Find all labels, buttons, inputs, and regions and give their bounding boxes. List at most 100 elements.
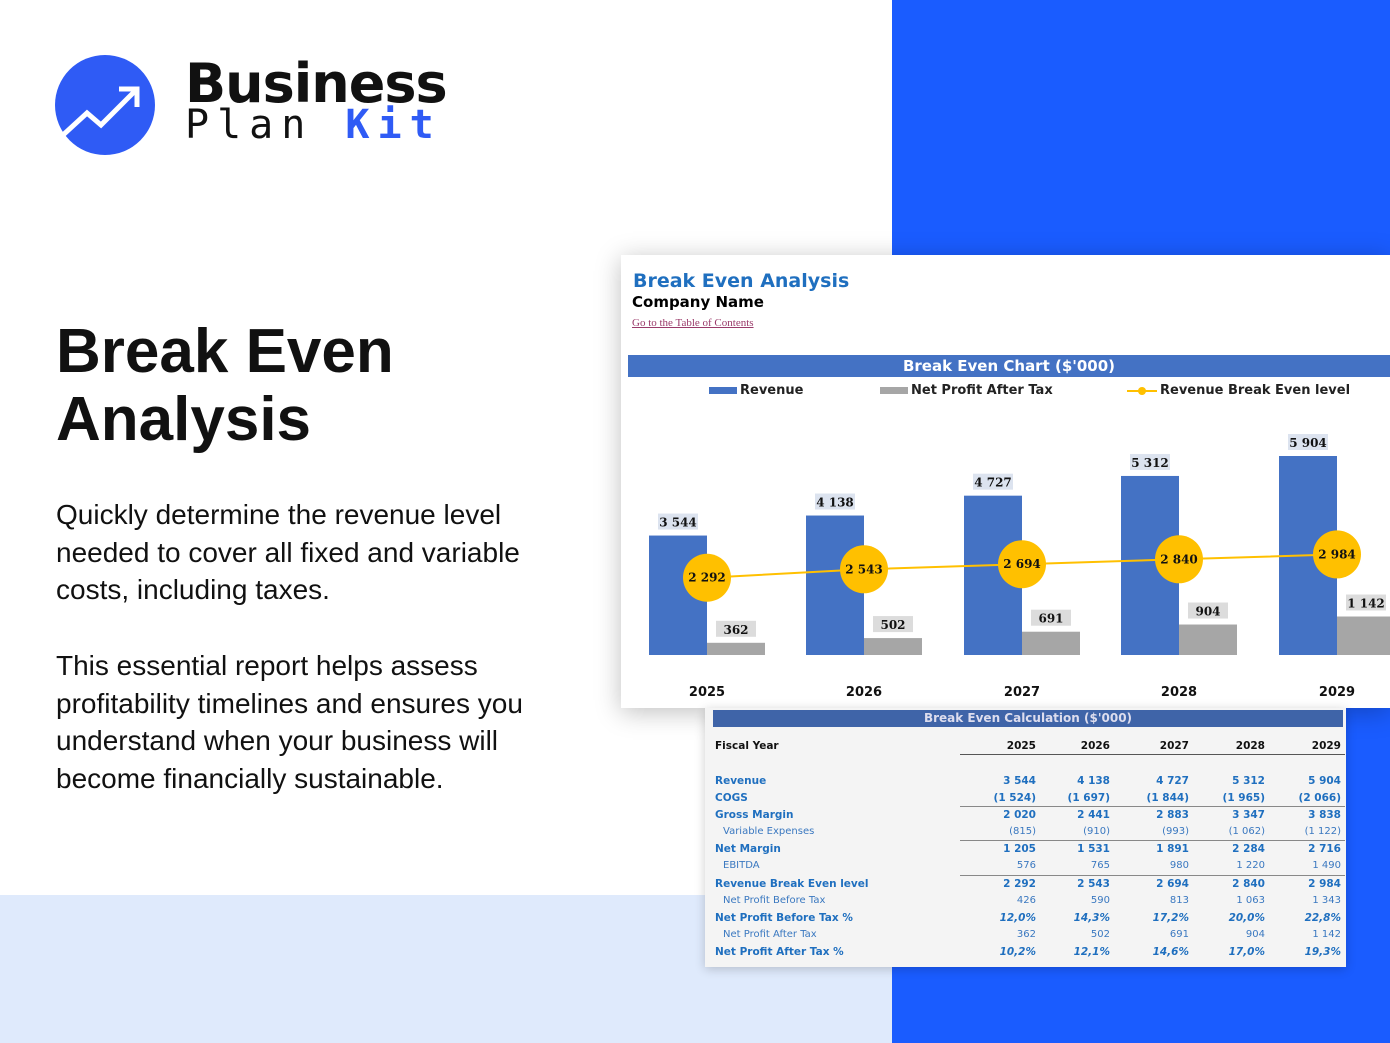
x-tick-label: 2027	[1004, 685, 1040, 700]
revenue-data-label-bg	[973, 473, 1013, 490]
net-profit-bar	[1337, 616, 1390, 655]
revenue-data-label: 5 312	[1131, 456, 1169, 470]
table-cell: 691	[1169, 929, 1189, 940]
row-label: Revenue Break Even level	[715, 878, 869, 890]
table-cell: 5 904	[1308, 775, 1341, 787]
table-cell: 3 544	[1003, 775, 1036, 787]
sheet-title: Break Even Analysis	[633, 270, 850, 292]
table-cell: 3 347	[1232, 809, 1265, 821]
row-label: Net Profit After Tax %	[715, 946, 844, 958]
net-profit-data-label-bg	[716, 620, 756, 637]
net-profit-data-label: 691	[1038, 612, 1063, 626]
revenue-data-label: 5 904	[1289, 436, 1327, 450]
legend-swatch-npat	[880, 387, 908, 394]
chart-title: Break Even Chart ($'000)	[628, 355, 1390, 377]
table-cell: (815)	[1009, 826, 1036, 837]
table-cell: 1 343	[1312, 895, 1341, 906]
legend-line-marker-icon	[1127, 386, 1157, 395]
table-cell: 765	[1090, 860, 1110, 871]
table-cell: 2 840	[1232, 878, 1265, 890]
year-header: 2027	[1159, 740, 1189, 752]
table-cell: 10,2%	[999, 946, 1036, 958]
net-profit-data-label: 362	[723, 623, 748, 637]
table-cell: 1 063	[1236, 895, 1265, 906]
table-cell: 2 020	[1003, 809, 1036, 821]
break-even-data-label: 2 694	[1003, 557, 1041, 571]
break-even-data-label: 2 840	[1160, 552, 1198, 566]
trend-arrow-logo-icon	[55, 55, 155, 155]
x-tick-label: 2025	[689, 685, 725, 700]
x-tick-label: 2029	[1319, 685, 1355, 700]
table-cell: 1 490	[1312, 860, 1341, 871]
table-cell: 2 441	[1077, 809, 1110, 821]
table-cell: 2 284	[1232, 843, 1265, 855]
table-cell: 1 531	[1077, 843, 1110, 855]
hero-title: Break Even Analysis	[56, 318, 394, 454]
revenue-data-label: 3 544	[659, 516, 697, 530]
table-cell: (1 844)	[1146, 792, 1189, 804]
revenue-data-label-bg	[1288, 434, 1328, 450]
company-name: Company Name	[632, 293, 764, 311]
table-cell: 813	[1169, 895, 1189, 906]
legend-revenue: Revenue	[709, 383, 803, 398]
table-cell: 14,6%	[1152, 946, 1189, 958]
table-cell: 2 883	[1156, 809, 1189, 821]
divider	[960, 875, 1345, 876]
table-cell: 3 838	[1308, 809, 1341, 821]
break-even-point	[683, 553, 731, 602]
row-label: Gross Margin	[715, 809, 794, 821]
net-profit-data-label-bg	[873, 616, 913, 633]
table-cell: 2 292	[1003, 878, 1036, 890]
year-header: 2025	[1006, 740, 1036, 752]
legend-breakeven: Revenue Break Even level	[1127, 383, 1350, 398]
hero-paragraph-1: Quickly determine the revenue level need…	[56, 499, 520, 605]
revenue-data-label-bg	[815, 493, 855, 510]
brand-plan: Plan	[185, 102, 346, 148]
row-label: Net Profit Before Tax	[723, 895, 826, 906]
table-cell: 20,0%	[1228, 912, 1265, 924]
legend-label: Revenue	[740, 383, 804, 398]
x-tick-label: 2026	[846, 685, 882, 700]
break-even-point	[840, 545, 888, 594]
row-label: EBITDA	[723, 860, 760, 871]
net-profit-data-label-bg	[1031, 609, 1071, 626]
table-cell: 1 220	[1236, 860, 1265, 871]
hero-paragraph-2: This essential report helps assess profi…	[56, 650, 523, 794]
table-cell: 12,1%	[1073, 946, 1110, 958]
table-cell: 12,0%	[999, 912, 1036, 924]
table-cell: 19,3%	[1304, 946, 1341, 958]
row-label: Variable Expenses	[723, 826, 815, 837]
table-cell: 2 543	[1077, 878, 1110, 890]
hero-title-line1: Break Even	[56, 317, 394, 386]
table-cell: 980	[1169, 860, 1189, 871]
table-cell: 1 205	[1003, 843, 1036, 855]
legend-npat: Net Profit After Tax	[880, 383, 1053, 398]
table-cell: (1 965)	[1222, 792, 1265, 804]
legend-swatch-revenue	[709, 387, 737, 394]
net-profit-bar	[1022, 631, 1080, 655]
net-profit-data-label: 904	[1195, 605, 1220, 619]
table-cell: (1 524)	[993, 792, 1036, 804]
break-even-point	[998, 540, 1046, 589]
fiscal-year-header: Fiscal Year	[715, 740, 779, 752]
net-profit-bar	[707, 642, 765, 655]
table-cell: 4 138	[1077, 775, 1110, 787]
break-even-data-label: 2 543	[845, 562, 883, 576]
revenue-data-label-bg	[658, 513, 698, 530]
revenue-data-label: 4 727	[974, 476, 1012, 490]
break-even-point	[1155, 535, 1203, 584]
table-cell: 576	[1016, 860, 1036, 871]
legend-label: Revenue Break Even level	[1160, 383, 1351, 398]
table-cell: 502	[1090, 929, 1110, 940]
row-label: Net Margin	[715, 843, 781, 855]
revenue-data-label-bg	[1130, 453, 1170, 470]
divider	[960, 806, 1345, 807]
chart-screenshot-panel: Break Even Analysis Company Name Go to t…	[621, 255, 1390, 708]
table-cell: (1 062)	[1228, 826, 1265, 837]
year-header: 2029	[1311, 740, 1341, 752]
table-cell: (910)	[1083, 826, 1110, 837]
row-label: Net Profit After Tax	[723, 929, 817, 940]
row-label: COGS	[715, 792, 748, 804]
brand-name: Business	[185, 52, 448, 115]
toc-link[interactable]: Go to the Table of Contents	[632, 317, 754, 329]
